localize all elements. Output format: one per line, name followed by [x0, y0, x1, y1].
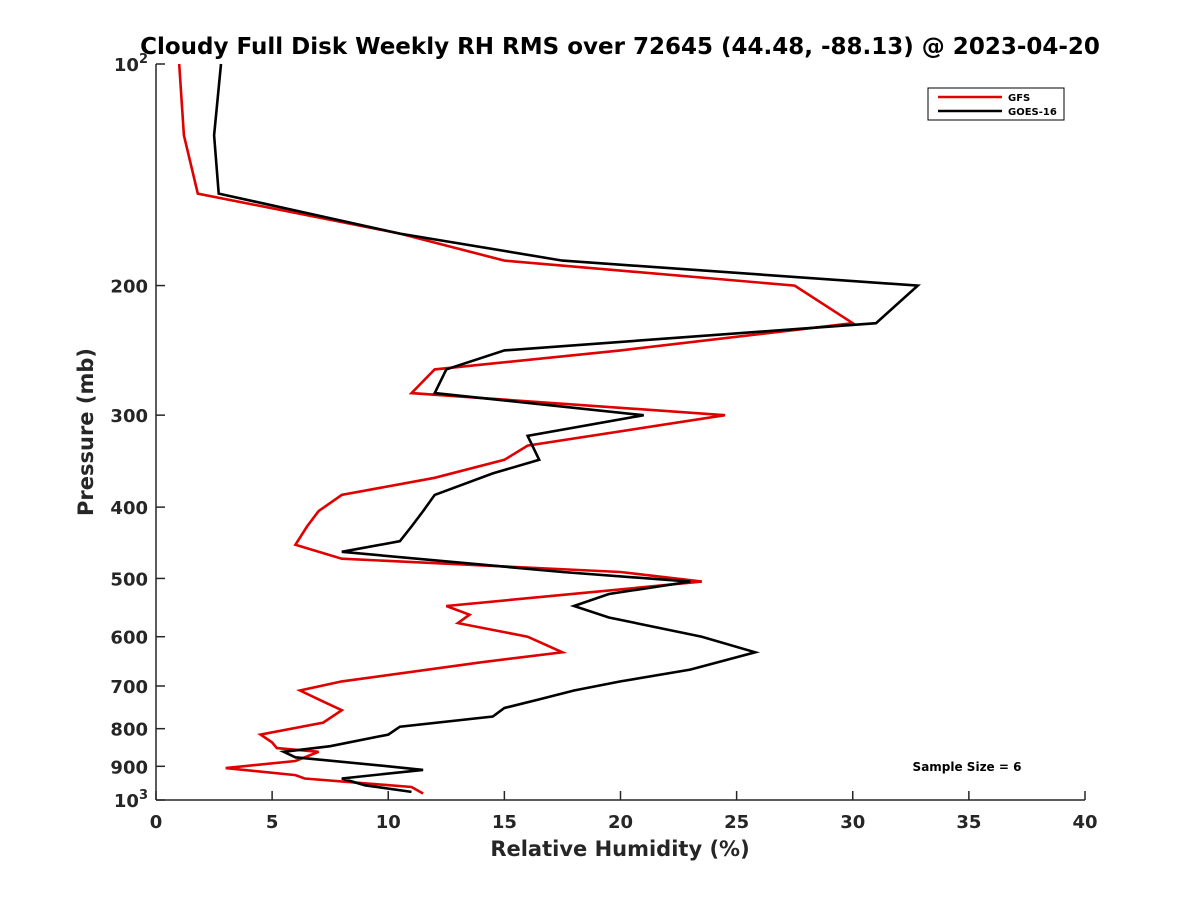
legend-label-gfs: GFS [1008, 93, 1030, 104]
x-tick-label: 15 [492, 812, 517, 833]
y-tick-label: 600 [110, 628, 148, 649]
x-axis-label: Relative Humidity (%) [490, 837, 749, 861]
y-tick-label: 400 [110, 498, 148, 519]
x-tick-label: 40 [1072, 812, 1097, 833]
y-tick-label: 102 [114, 52, 148, 76]
y-tick-label: 500 [110, 569, 148, 590]
x-tick-label: 35 [956, 812, 981, 833]
chart-title: Cloudy Full Disk Weekly RH RMS over 7264… [140, 34, 1100, 60]
y-ticks: 102 200 300 400 500 600 700 800 900 103 [110, 52, 165, 812]
y-axis-label: Pressure (mb) [74, 348, 98, 516]
y-tick-label: 103 [114, 788, 148, 812]
x-tick-label: 0 [150, 812, 163, 833]
x-ticks: 0 5 10 15 20 25 30 35 40 [150, 791, 1098, 833]
x-tick-label: 10 [376, 812, 401, 833]
y-tick-label: 300 [110, 406, 148, 427]
y-tick-label: 900 [110, 757, 148, 778]
x-tick-label: 30 [840, 812, 865, 833]
y-tick-label: 800 [110, 720, 148, 741]
legend-label-goes16: GOES-16 [1008, 107, 1057, 118]
y-tick-label: 200 [110, 277, 148, 298]
legend: GFS GOES-16 [927, 87, 1065, 121]
series-line-gfs [177, 63, 857, 795]
sample-size-annotation: Sample Size = 6 [913, 760, 1022, 774]
x-tick-label: 25 [724, 812, 749, 833]
x-tick-label: 5 [266, 812, 279, 833]
y-tick-label: 700 [110, 677, 148, 698]
series-layer [177, 63, 921, 795]
x-tick-label: 20 [608, 812, 633, 833]
series-line-goes16 [212, 63, 921, 794]
legend-box [927, 87, 1065, 121]
